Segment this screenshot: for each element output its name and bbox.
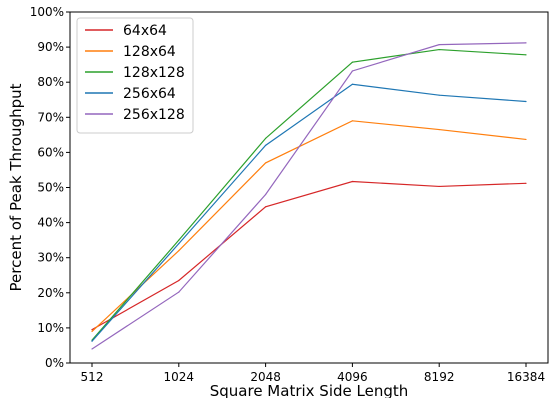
data-point (91, 348, 93, 350)
data-point (351, 61, 353, 63)
series-lines (91, 42, 527, 350)
legend: 64x64 128x64 128x128 256x64 256x128 (76, 17, 194, 134)
x-tick-label: 2048 (250, 370, 281, 384)
y-tick-label: 70% (37, 110, 64, 124)
data-point (525, 42, 527, 44)
x-axis-label: Square Matrix Side Length (210, 382, 409, 398)
x-tick-label: 512 (81, 370, 104, 384)
plot-frame (69, 11, 549, 364)
data-point (525, 100, 527, 103)
legend-label: 256x128 (123, 107, 185, 123)
x-tick-label: 8192 (424, 370, 455, 384)
legend-label: 256x64 (123, 86, 176, 102)
data-point (265, 144, 267, 146)
data-point (438, 44, 440, 46)
data-point (178, 291, 180, 293)
y-tick-label: 30% (37, 251, 64, 265)
data-point (178, 239, 180, 241)
x-tick-label: 1024 (164, 370, 195, 384)
legend-label: 128x64 (123, 44, 176, 60)
legend-label: 128x128 (123, 65, 185, 81)
series-line-64x64 (91, 180, 527, 331)
x-axis-ticks: 512 1024 2048 4096 8192 16384 (81, 363, 545, 384)
data-point (91, 329, 93, 331)
series-line-128x64 (91, 120, 527, 332)
data-point (265, 193, 267, 196)
y-tick-label: 40% (37, 216, 64, 230)
y-tick-label: 0% (45, 356, 64, 370)
y-tick-label: 90% (37, 40, 64, 54)
x-tick-label: 16384 (507, 370, 545, 384)
data-point (265, 206, 267, 208)
data-point (525, 138, 527, 141)
data-point (525, 54, 527, 56)
y-tick-label: 80% (37, 75, 64, 89)
y-tick-label: 60% (37, 145, 64, 159)
series-line-128x128 (91, 48, 527, 341)
data-point (351, 120, 353, 122)
y-tick-label: 100% (30, 5, 64, 19)
data-point (438, 185, 440, 188)
data-point (438, 48, 440, 51)
data-point (178, 250, 180, 252)
y-axis-label: Percent of Peak Throughput (7, 83, 25, 291)
series-line-256x64 (91, 83, 527, 342)
data-point (91, 330, 93, 333)
legend-label: 64x64 (123, 23, 167, 39)
data-point (351, 180, 353, 183)
data-point (351, 70, 353, 72)
x-tick-label: 4096 (337, 370, 368, 384)
data-point (91, 340, 93, 342)
y-tick-label: 20% (37, 286, 64, 300)
y-tick-label: 50% (37, 181, 64, 195)
series-line-256x128 (91, 42, 527, 350)
data-point (265, 137, 267, 139)
data-point (178, 243, 180, 245)
data-point (265, 162, 267, 164)
y-axis-ticks: 0% 10% 20% 30% 40% 50% 60% 70% 80% 90% 100% (30, 5, 70, 370)
data-point (525, 182, 527, 184)
y-tick-label: 10% (37, 321, 64, 335)
data-point (438, 128, 440, 131)
data-point (178, 279, 180, 282)
legend-box (76, 17, 194, 134)
data-point (351, 83, 353, 85)
data-point (438, 94, 440, 96)
